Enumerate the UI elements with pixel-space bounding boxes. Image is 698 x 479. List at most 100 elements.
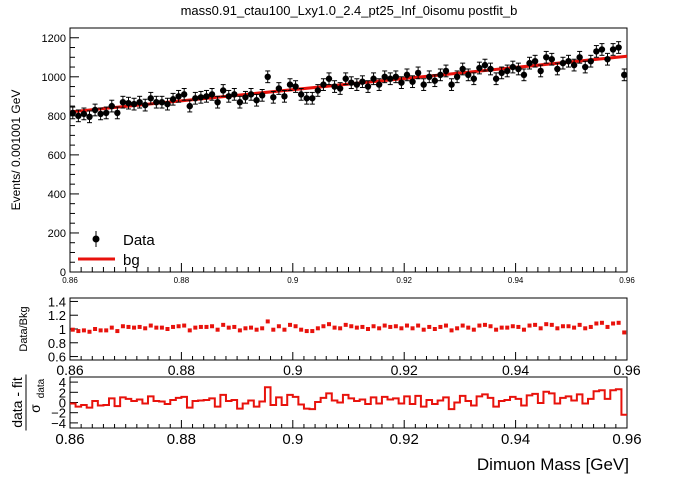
data-point [353,78,361,91]
ratio-marker [455,326,460,331]
ratio-marker [583,326,588,331]
data-point [103,106,110,120]
data-point-marker [208,91,216,98]
data-point [320,78,327,91]
pull-ylabel-numerator: data - fit [9,377,25,428]
data-point [437,68,444,82]
data-point-marker [275,85,283,92]
data-point-marker [615,44,622,51]
data-point [526,56,533,70]
data-point-marker [80,110,88,118]
main-xtick-label: 0.94 [508,276,524,285]
main-xtick-label: 0.9 [287,276,299,285]
ratio-xtick-label: 0.92 [391,362,418,378]
data-point [615,41,622,54]
ratio-marker [293,324,298,329]
ratio-marker [187,328,192,333]
data-point-marker [197,94,205,101]
data-point [492,72,500,86]
ratio-marker [198,324,203,329]
data-point [476,61,483,75]
data-point-marker [136,98,143,106]
ratio-marker [276,324,281,329]
data-point-marker [375,81,383,88]
data-point-marker [225,93,232,100]
data-point [297,88,305,101]
ratio-marker [521,327,526,332]
data-point-marker [97,110,104,118]
data-point [75,109,82,123]
data-point-marker [69,109,76,117]
data-point-marker [621,71,628,79]
ratio-marker [460,323,465,328]
data-point [141,98,149,112]
ratio-marker [237,328,242,333]
ratio-marker [159,325,164,330]
data-point-marker [548,56,556,63]
ratio-marker [416,323,421,328]
data-point [158,95,166,109]
data-point-marker [353,81,361,88]
ratio-panel: 0.60.811.21.4 0.86 0.88 0.9 0.92 0.94 0.96 Data… [18,294,641,378]
ratio-ytick-label: 1.2 [48,308,66,323]
data-point-marker [387,75,394,82]
ratio-marker [176,324,181,329]
ratio-marker [310,329,315,334]
data-point [520,68,528,82]
data-point [604,52,611,66]
ratio-marker [171,324,176,329]
data-point-marker [543,54,550,61]
ratio-marker [510,324,515,329]
data-point-marker [203,93,210,100]
ratio-marker [371,324,376,329]
data-point [565,54,572,68]
data-point [470,72,478,86]
ratio-marker [271,327,276,332]
data-point-marker [470,75,478,82]
data-point-marker [192,95,199,102]
ratio-marker [98,328,103,333]
ratio-marker [388,324,393,329]
data-point-marker [570,61,578,69]
ratio-marker [304,329,309,334]
data-point-marker [392,73,400,81]
pull-xtick-label: 0.96 [612,431,641,448]
ratio-marker [477,323,482,328]
data-point-marker [364,83,372,90]
data-point-marker [437,71,444,79]
ratio-marker [87,329,92,334]
data-point [208,88,216,101]
data-point [431,74,439,88]
data-point [219,84,227,97]
ratio-marker [399,326,404,331]
main-xtick-label: 0.86 [62,276,78,285]
ratio-marker [321,324,326,329]
data-point [576,50,583,64]
ratio-marker [148,323,153,328]
data-point-marker [515,65,522,73]
ratio-marker [254,327,259,332]
ratio-marker [81,328,86,333]
data-point-marker [448,81,455,88]
ratio-marker [365,327,370,331]
data-point-marker [554,65,561,73]
data-point [197,90,205,104]
main-ytick-label: 600 [48,150,66,162]
data-point [303,91,310,105]
pull-ytick-label: −2 [51,406,66,421]
data-point [286,78,294,91]
ratio-ylabel: Data/Bkg [18,306,30,351]
ratio-marker [243,326,248,331]
ratio-xtick-label: 0.86 [56,362,83,378]
ratio-marker [327,322,332,327]
ratio-marker [182,323,187,328]
main-ylabel: Events/ 0.001001 GeV [9,90,23,211]
ratio-marker [215,327,220,332]
data-point [292,80,299,93]
chart-title: mass0.91_ctau100_Lxy1.0_2.4_pt25_Inf_0is… [181,3,518,18]
data-point [242,90,249,104]
ratio-ytick-label: 0.6 [48,350,66,365]
ratio-marker [137,324,142,329]
